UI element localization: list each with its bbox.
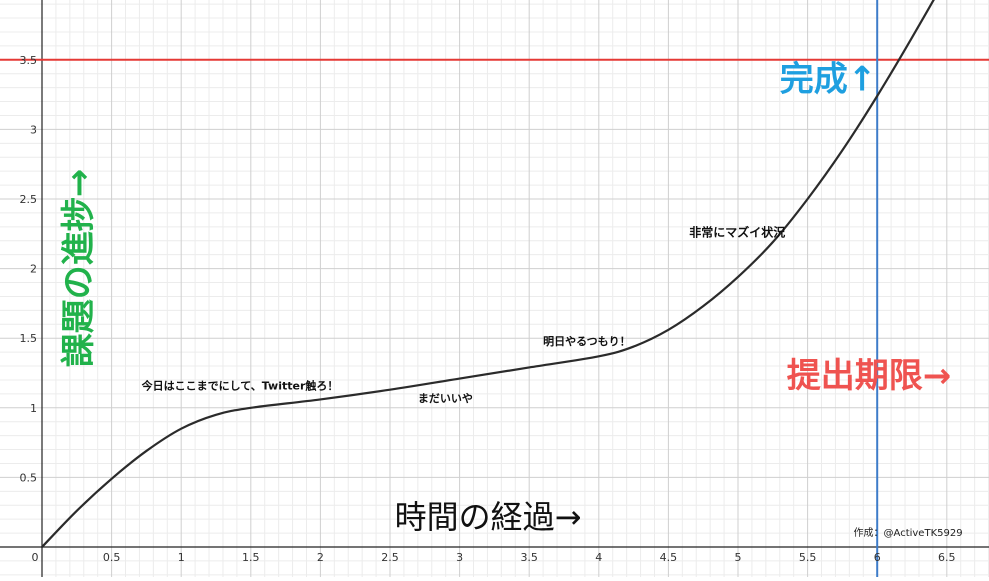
y-tick-label: 2.5	[20, 193, 38, 206]
x-tick-label: 3	[456, 551, 463, 564]
y-tick-label: 2	[30, 263, 37, 276]
progress-curve	[40, 0, 935, 549]
y-tick-label: 3.5	[20, 54, 38, 67]
tick-labels: 0 0.5 1 1.5 2 2.5 3 3.5 4 4.5 5 5.5 6 6.5 0.5 1 1.5 2 2.5 3…	[20, 54, 956, 564]
annotation-credit: 作成：@ActiveTK5929	[854, 527, 963, 539]
y-tick-label: 1	[30, 402, 37, 415]
annotation-deadline: 提出期限→	[787, 356, 952, 396]
x-tick-label: 0.5	[103, 551, 121, 564]
series-layer	[40, 0, 935, 549]
x-tick-label: 3.5	[520, 551, 538, 564]
annotation-not-yet: まだいいや	[418, 392, 473, 405]
x-tick-label: 1.5	[242, 551, 260, 564]
x-tick-label: 2	[317, 551, 324, 564]
annotations-layer: 今日はここまでにして、Twitter触ろ！ まだいいや 明日やるつもり！ 非常にマズイ…	[141, 59, 963, 538]
annotation-twitter: 今日はここまでにして、Twitter触ろ！	[141, 379, 339, 393]
y-tick-label: 1.5	[20, 332, 38, 345]
x-axis-label: 時間の経過→	[395, 498, 582, 536]
x-tick-label: 0	[32, 551, 39, 564]
annotation-critical: 非常にマズイ状況	[689, 225, 785, 240]
x-tick-label: 6.5	[938, 551, 956, 564]
x-tick-label: 2.5	[381, 551, 399, 564]
annotation-complete: 完成↑	[780, 59, 877, 99]
y-tick-label: 3	[30, 123, 37, 136]
x-tick-label: 5	[735, 551, 742, 564]
x-tick-label: 4.5	[660, 551, 678, 564]
y-tick-label: 0.5	[20, 471, 38, 484]
x-tick-label: 1	[178, 551, 185, 564]
x-tick-label: 4	[595, 551, 602, 564]
annotation-tomorrow: 明日やるつもり！	[543, 335, 631, 348]
x-tick-label: 6	[874, 551, 881, 564]
y-axis-label: 課題の進捗→	[59, 169, 99, 368]
x-tick-label: 5.5	[799, 551, 817, 564]
